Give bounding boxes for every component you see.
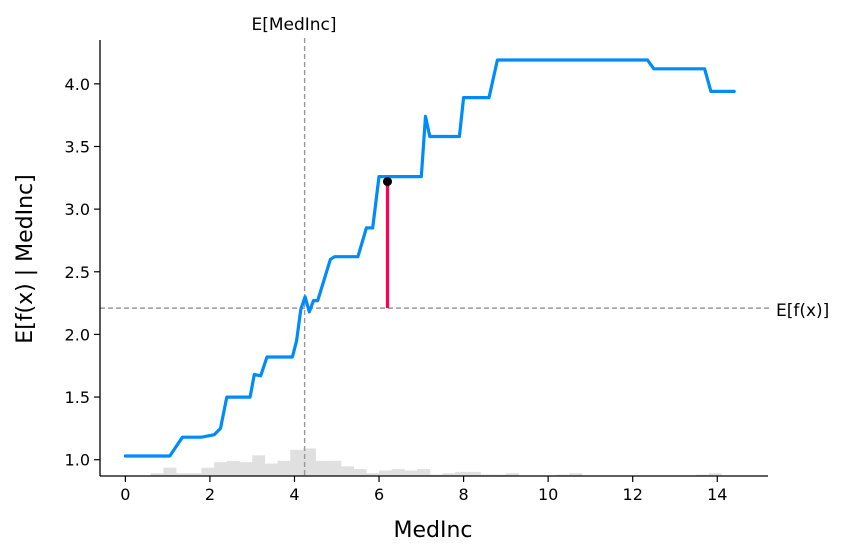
histogram-bar — [696, 474, 710, 476]
axis-labels: MedInc E[f(x) | MedInc] E[f(x)] E[MedInc… — [13, 15, 829, 543]
histogram-bar — [467, 471, 481, 476]
y-tick-label: 4.0 — [65, 75, 90, 94]
sample-point — [382, 177, 392, 187]
y-tick-label: 1.0 — [65, 451, 90, 470]
histogram-bar — [429, 474, 443, 476]
histogram-bar — [480, 474, 494, 476]
histogram-bar — [404, 470, 418, 476]
axes: 0 2 4 6 8 10 12 14 1.0 1.5 2.0 2.5 3.0 3.5 4.0 — [65, 40, 768, 504]
y-tick-label: 3.0 — [65, 200, 90, 219]
histogram-bar — [201, 467, 215, 476]
histogram-bar — [353, 469, 367, 476]
y-tick-label: 1.5 — [65, 388, 90, 407]
y-tick-label: 2.0 — [65, 325, 90, 344]
histogram-bar — [455, 471, 469, 476]
histogram-bar — [188, 473, 202, 476]
x-tick-label: 14 — [707, 485, 727, 504]
histogram-bar — [328, 460, 342, 476]
histogram-bar — [290, 449, 304, 476]
x-tick-label: 0 — [120, 485, 130, 504]
expected-value-label: E[f(x)] — [776, 301, 829, 321]
feature-histogram — [150, 448, 722, 476]
histogram-bar — [277, 460, 291, 476]
x-tick-label: 6 — [374, 485, 384, 504]
y-axis-title: E[f(x) | MedInc] — [13, 174, 38, 343]
histogram-bar — [176, 473, 190, 476]
histogram-bar — [214, 462, 228, 476]
x-tick-label: 10 — [538, 485, 558, 504]
histogram-bar — [505, 473, 519, 476]
histogram-bar — [340, 466, 354, 476]
histogram-bar — [315, 460, 329, 476]
highlight-layer — [382, 177, 392, 309]
y-tick-label: 3.5 — [65, 137, 90, 156]
dependence-series — [123, 58, 736, 458]
histogram-bar — [264, 463, 278, 476]
histogram-bar — [391, 469, 405, 476]
histogram-bar — [493, 474, 507, 476]
histogram-bar — [569, 473, 583, 476]
y-tick-label: 2.5 — [65, 263, 90, 282]
histogram-bar — [302, 448, 316, 476]
x-tick-label: 12 — [623, 485, 643, 504]
x-tick-label: 8 — [459, 485, 469, 504]
histogram-bar — [379, 470, 393, 476]
histogram-bar — [150, 473, 164, 476]
histogram-bar — [708, 473, 722, 476]
histogram-bar — [163, 467, 177, 476]
histogram-bar — [239, 462, 253, 476]
x-tick-label: 4 — [289, 485, 299, 504]
histogram-bar — [442, 473, 456, 476]
reference-lines — [100, 38, 770, 476]
histogram-bar — [556, 474, 570, 476]
dependence-line — [123, 58, 736, 458]
histogram-bar — [366, 473, 380, 476]
histogram-bar — [226, 460, 240, 476]
feature-mean-label: E[MedInc] — [251, 15, 336, 35]
histogram-bar — [417, 469, 431, 476]
x-axis-title: MedInc — [393, 518, 472, 543]
x-tick-label: 2 — [205, 485, 215, 504]
histogram-bar — [252, 455, 266, 476]
